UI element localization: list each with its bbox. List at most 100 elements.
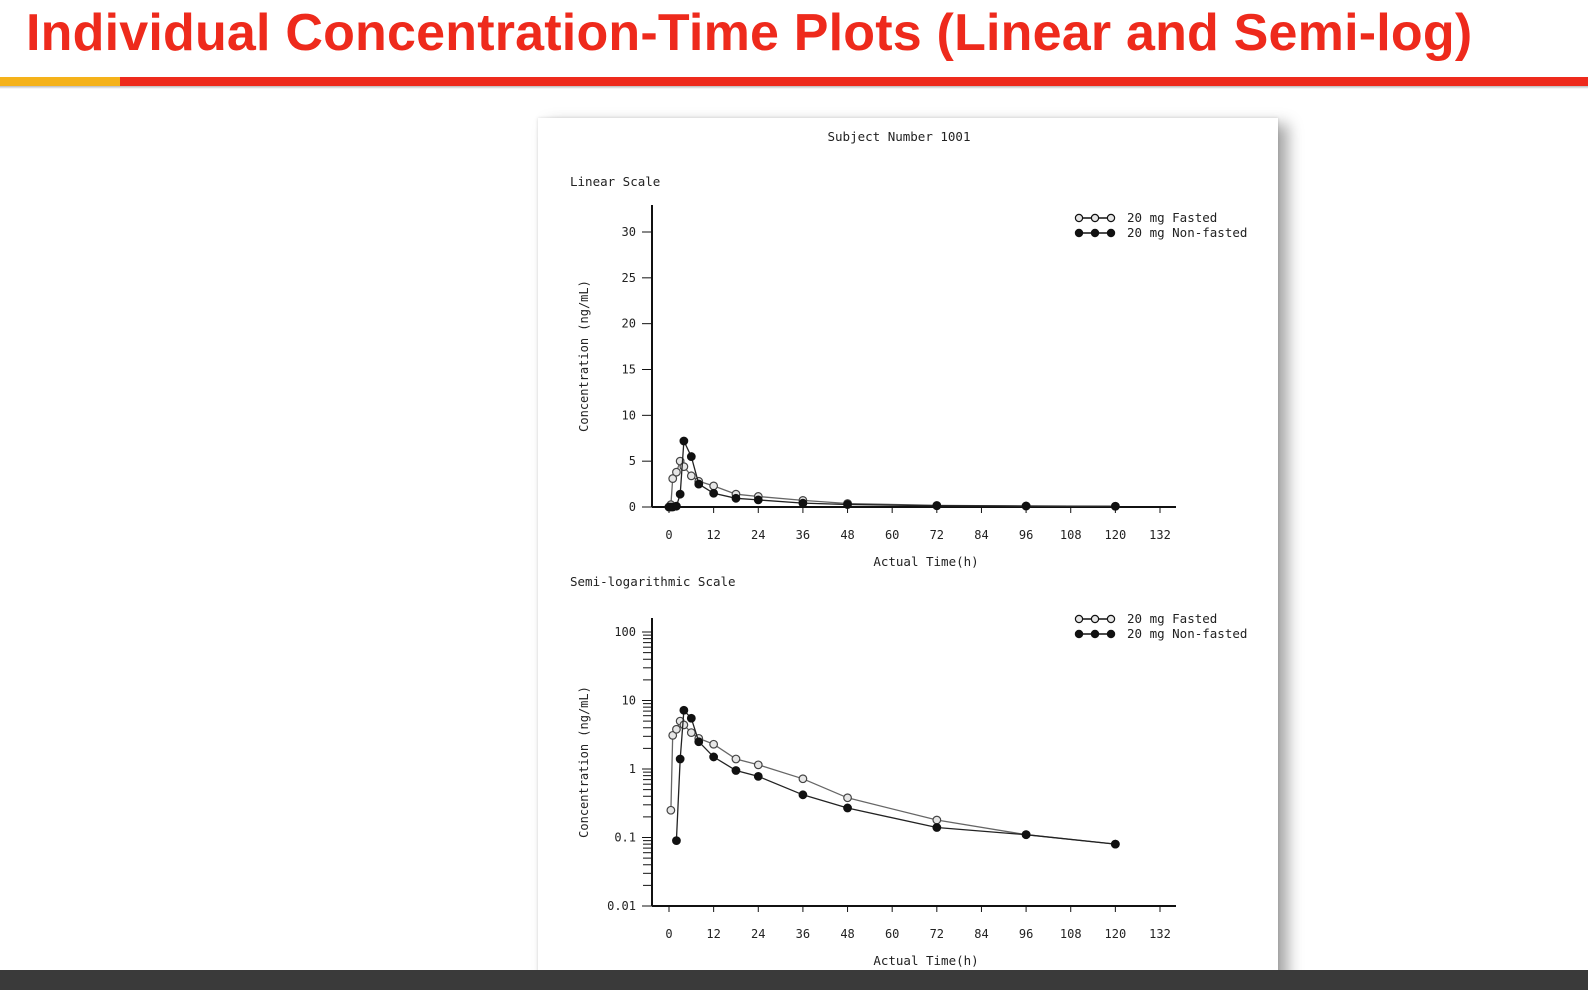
linear-series-2-point	[686, 452, 696, 461]
linear-series-2-point	[1021, 501, 1031, 511]
linear-x-tick-label: 132	[1149, 528, 1171, 542]
linear-y-tick-label: 30	[622, 225, 636, 239]
semilog-series-1-point	[932, 815, 942, 825]
semilog-series-1-point	[672, 724, 681, 734]
linear-series-2-point	[843, 500, 852, 509]
linear-y-tick-label: 10	[622, 408, 636, 422]
linear-series-1-point	[709, 481, 719, 491]
semilog-y-tick-label: 100	[614, 625, 636, 639]
semilog-series-2-point	[1021, 830, 1031, 840]
semilog-series-2-point	[679, 705, 689, 715]
semilog-series-1-point	[679, 720, 689, 730]
semilog-series-2-point	[1110, 839, 1120, 849]
semilog-x-tick-label: 108	[1060, 927, 1082, 941]
semilog-series-2-point	[932, 823, 942, 832]
linear-y-axis-title: Concentration (ng/mL)	[577, 280, 591, 432]
subject-number-label: Subject Number 1001	[828, 129, 971, 144]
linear-series-1-point	[668, 474, 678, 483]
semilog-series-2-point	[709, 752, 719, 762]
linear-x-tick-label: 96	[1019, 528, 1033, 542]
linear-x-tick-label: 24	[751, 528, 765, 542]
linear-y-tick-label: 20	[622, 317, 636, 331]
semilog-series-1-point	[798, 774, 808, 784]
semilog-series-1-point	[753, 760, 763, 770]
semilog-series-1-point	[709, 739, 719, 749]
linear-series-1-point	[672, 467, 681, 477]
semilog-legend-marker	[1106, 614, 1116, 624]
linear-x-tick-label: 60	[885, 528, 899, 542]
linear-y-tick-label: 0	[629, 500, 636, 514]
semilog-x-tick-label: 72	[930, 927, 944, 941]
semilog-series-1-point	[686, 728, 696, 737]
semilog-legend-marker	[1074, 629, 1084, 639]
linear-x-tick-label: 12	[706, 528, 720, 542]
semilog-x-tick-label: 36	[796, 927, 810, 941]
semilog-y-tick-label: 0.01	[607, 899, 636, 913]
title-underline-gold	[0, 77, 120, 86]
linear-series-2-point	[679, 436, 689, 446]
semilog-panel-label: Semi-logarithmic Scale	[570, 574, 736, 589]
linear-legend-marker	[1074, 228, 1084, 238]
semilog-series-2-point	[843, 803, 852, 813]
linear-series-2-point	[672, 501, 681, 511]
semilog-legend-label: 20 mg Non-fasted	[1127, 626, 1247, 641]
semilog-series-2-line	[675, 708, 1116, 845]
title-underline-red	[120, 77, 1588, 86]
linear-series-2-point	[694, 479, 704, 489]
linear-x-tick-label: 108	[1060, 528, 1082, 542]
semilog-x-tick-label: 24	[751, 927, 765, 941]
linear-legend-marker	[1090, 213, 1100, 223]
linear-x-tick-label: 72	[930, 528, 944, 542]
linear-series-2-point	[753, 495, 763, 505]
linear-x-tick-label: 84	[974, 528, 988, 542]
bottom-strip	[0, 970, 1588, 990]
linear-legend-marker	[1074, 213, 1084, 223]
figure-canvas: Subject Number 1001 Linear Scale Semi-lo…	[570, 129, 1247, 968]
semilog-series-2-point	[675, 754, 685, 764]
linear-series-2-point	[932, 501, 942, 511]
semilog-x-tick-label: 84	[974, 927, 988, 941]
linear-y-tick-label: 15	[622, 363, 636, 377]
linear-series-1-point	[686, 471, 696, 481]
linear-legend-marker	[1090, 228, 1100, 238]
semilog-series-2-point	[686, 713, 696, 723]
semilog-x-tick-label: 60	[885, 927, 899, 941]
linear-panel-label: Linear Scale	[570, 174, 660, 189]
linear-chart: 0 12 24 36 48 60 72 84 96 108 120 132 0 5 10 15 20 25 30 Ac…	[577, 205, 1247, 569]
semilog-series-1-line	[670, 719, 1116, 845]
semilog-series-1-point	[666, 805, 676, 815]
semilog-x-tick-label: 96	[1019, 927, 1033, 941]
semilog-y-tick-label: 0.1	[614, 831, 636, 845]
semilog-y-tick-label: 1	[629, 762, 636, 776]
linear-x-tick-label: 120	[1105, 528, 1127, 542]
figure-page: Subject Number 1001 Linear Scale Semi-lo…	[538, 118, 1278, 990]
linear-series-2-point	[709, 488, 719, 498]
linear-x-tick-label: 36	[796, 528, 810, 542]
linear-series-2-point	[675, 489, 685, 499]
linear-series-2-point	[1110, 501, 1120, 511]
linear-series-2-point	[731, 493, 741, 503]
title-underline-shadow	[0, 86, 1588, 89]
semilog-y-axis-title: Concentration (ng/mL)	[577, 686, 591, 838]
semilog-series-2-point	[672, 836, 681, 846]
semilog-x-tick-label: 48	[840, 927, 854, 941]
semilog-x-tick-label: 120	[1105, 927, 1127, 941]
linear-legend-label: 20 mg Fasted	[1127, 210, 1217, 225]
slide-title: Individual Concentration-Time Plots (Lin…	[26, 4, 1473, 62]
semilog-legend-marker	[1090, 629, 1100, 639]
linear-series-1-point	[679, 462, 689, 472]
semilog-legend-marker	[1090, 614, 1100, 624]
title-underline	[0, 77, 1588, 89]
semilog-x-tick-label: 132	[1149, 927, 1171, 941]
semilog-series-2-point	[731, 766, 741, 775]
semilog-y-tick-label: 10	[622, 694, 636, 708]
semilog-legend-label: 20 mg Fasted	[1127, 611, 1217, 626]
semilog-series-1-point	[843, 793, 852, 803]
linear-x-tick-label: 48	[840, 528, 854, 542]
semilog-series-2-point	[753, 771, 763, 781]
linear-y-tick-label: 5	[629, 454, 636, 468]
linear-series-2-point	[798, 498, 808, 508]
semilog-legend-marker	[1106, 629, 1116, 639]
linear-y-tick-label: 25	[622, 271, 636, 285]
semilog-chart: 0 12 24 36 48 60 72 84 96 108 120 132 0.01 0.1 1 10 100 A…	[577, 611, 1247, 968]
